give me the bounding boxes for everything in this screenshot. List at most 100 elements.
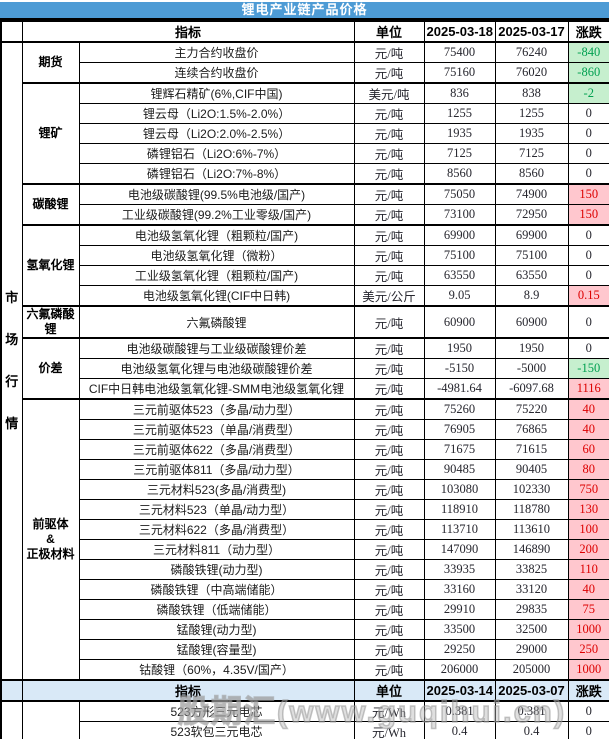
- unit-cell: 元/吨: [353, 265, 425, 286]
- value-date1-cell: 75050: [423, 183, 496, 205]
- price-row: 工业级氢氧化锂（粗颗粒/国产) 元/吨 63550 63550 0: [1, 265, 609, 286]
- group-label: 期货: [21, 41, 80, 84]
- change-cell: 40: [567, 419, 609, 440]
- change-cell: 250: [567, 639, 609, 660]
- indicator-cell: 电池级氢氧化锂（粗颗粒/国产): [78, 224, 355, 246]
- price-row: 三元材料811（动力型） 元/吨 147090 146890 200: [1, 539, 609, 560]
- value-date1-cell: 1950: [423, 337, 496, 359]
- unit-cell: 元/吨: [353, 143, 425, 164]
- indicator-cell: 锂辉石精矿(6%,CIF中国): [78, 82, 355, 104]
- header-indicator: 指标: [21, 20, 355, 43]
- indicator-cell: CIF中日韩电池级氢氧化锂-SMM电池级氢氧化锂: [78, 378, 355, 400]
- group-label: 价差: [21, 337, 80, 400]
- price-row: 磷酸铁锂(动力型) 元/吨 33935 33825 110: [1, 559, 609, 580]
- value-date2-cell: 72950: [494, 204, 569, 226]
- change-cell: 75: [567, 599, 609, 620]
- change-cell: 80: [567, 459, 609, 480]
- indicator-cell: 523方形三元电芯: [78, 700, 355, 722]
- unit-cell: 元/吨: [353, 479, 425, 500]
- change-cell: 150: [567, 204, 609, 226]
- unit-cell: 元/吨: [353, 579, 425, 600]
- value-date1-cell: 75160: [423, 62, 496, 84]
- header-date-1: 2025-03-14: [423, 679, 496, 702]
- value-date1-cell: 9.05: [423, 285, 496, 307]
- change-cell: 0: [567, 700, 609, 722]
- change-cell: 200: [567, 539, 609, 560]
- unit-cell: 元/吨: [353, 639, 425, 660]
- change-cell: 40: [567, 398, 609, 420]
- indicator-cell: 三元材料811（动力型）: [78, 539, 355, 560]
- header-row: 指标 单位 2025-03-14 2025-03-07 涨跌: [0, 679, 609, 702]
- price-row: 锰酸锂(容量型) 元/吨 29250 29000 250: [1, 639, 609, 660]
- change-cell: 110: [567, 559, 609, 580]
- change-cell: -2: [567, 82, 609, 104]
- indicator-cell: 锰酸锂(容量型): [78, 639, 355, 660]
- header-unit: 单位: [353, 20, 425, 43]
- indicator-cell: 电池级氢氧化锂与电池级碳酸锂价差: [78, 358, 355, 379]
- change-cell: 0: [567, 123, 609, 144]
- value-date2-cell: 8.9: [494, 285, 569, 307]
- price-row: 锰酸锂(动力型) 元/吨 33500 32500 1000: [1, 619, 609, 640]
- unit-cell: 元/吨: [353, 439, 425, 460]
- price-row: 三元材料523（单晶/动力型） 元/吨 118910 118780 130: [1, 499, 609, 520]
- value-date2-cell: 29000: [494, 639, 569, 660]
- value-date2-cell: -6097.68: [494, 378, 569, 400]
- unit-cell: 元/吨: [353, 163, 425, 185]
- value-date1-cell: 1935: [423, 123, 496, 144]
- value-date1-cell: 0.4: [423, 721, 496, 739]
- indicator-cell: 三元材料523（单晶/动力型）: [78, 499, 355, 520]
- value-date1-cell: 0.381: [423, 700, 496, 722]
- value-date2-cell: 102330: [494, 479, 569, 500]
- price-row: 连续合约收盘价 元/吨 75160 76020 -860: [1, 62, 609, 84]
- change-cell: -150: [567, 358, 609, 379]
- change-cell: -840: [567, 41, 609, 63]
- change-cell: 0: [567, 143, 609, 164]
- indicator-cell: 钴酸锂（60%，4.35V/国产）: [78, 659, 355, 681]
- indicator-cell: 电池级氢氧化锂（微粉）: [78, 245, 355, 266]
- value-date1-cell: 147090: [423, 539, 496, 560]
- value-date1-cell: 63550: [423, 265, 496, 286]
- change-cell: 100: [567, 519, 609, 540]
- indicator-cell: 连续合约收盘价: [78, 62, 355, 84]
- header-change: 涨跌: [567, 679, 609, 702]
- value-date1-cell: 75100: [423, 245, 496, 266]
- value-date1-cell: 71675: [423, 439, 496, 460]
- value-date1-cell: 103080: [423, 479, 496, 500]
- price-row: 三元材料523(多晶/消费型) 元/吨 103080 102330 750: [1, 479, 609, 500]
- indicator-cell: 六氟磷酸锂: [78, 305, 355, 339]
- change-cell: 0: [567, 245, 609, 266]
- unit-cell: 元/吨: [353, 378, 425, 400]
- value-date1-cell: 76905: [423, 419, 496, 440]
- price-row: 工业级碳酸锂(99.2%工业零级/国产) 元/吨 73100 72950 150: [1, 204, 609, 226]
- side-label: [0, 700, 23, 739]
- change-cell: 60: [567, 439, 609, 460]
- unit-cell: 元/吨: [353, 224, 425, 246]
- value-date2-cell: 76240: [494, 41, 569, 63]
- unit-cell: 元/吨: [353, 499, 425, 520]
- change-cell: 0: [567, 721, 609, 739]
- value-date1-cell: 33935: [423, 559, 496, 580]
- value-date2-cell: 76865: [494, 419, 569, 440]
- indicator-cell: 工业级氢氧化锂（粗颗粒/国产): [78, 265, 355, 286]
- indicator-cell: 磷锂铝石（Li2O:6%-7%）: [78, 143, 355, 164]
- value-date2-cell: 76020: [494, 62, 569, 84]
- unit-cell: 元/吨: [353, 539, 425, 560]
- value-date1-cell: 7125: [423, 143, 496, 164]
- value-date1-cell: 29910: [423, 599, 496, 620]
- unit-cell: 元/吨: [353, 459, 425, 480]
- price-row: 六氟磷酸锂 六氟磷酸锂 元/吨 60900 60900 0: [1, 305, 609, 339]
- price-row: 价差 电池级碳酸锂与工业级碳酸锂价差 元/吨 1950 1950 0: [1, 337, 609, 400]
- unit-cell: 元/吨: [353, 183, 425, 205]
- value-date1-cell: 73100: [423, 204, 496, 226]
- value-date1-cell: 1255: [423, 103, 496, 124]
- unit-cell: 元/Wh: [353, 721, 425, 739]
- price-row: 锂矿 锂辉石精矿(6%,CIF中国) 美元/吨 836 838 -2: [1, 82, 609, 185]
- indicator-cell: 磷酸铁锂(动力型): [78, 559, 355, 580]
- value-date2-cell: 33120: [494, 579, 569, 600]
- value-date1-cell: 60900: [423, 305, 496, 339]
- indicator-cell: 三元前驱体622（多晶/消费型）: [78, 439, 355, 460]
- group-label: 六氟磷酸锂: [21, 305, 80, 339]
- group-label: 氢氧化锂: [21, 224, 80, 307]
- header-date-2: 2025-03-17: [494, 20, 569, 43]
- price-row: 锂云母（Li2O:1.5%-2.0%） 元/吨 1255 1255 0: [1, 103, 609, 124]
